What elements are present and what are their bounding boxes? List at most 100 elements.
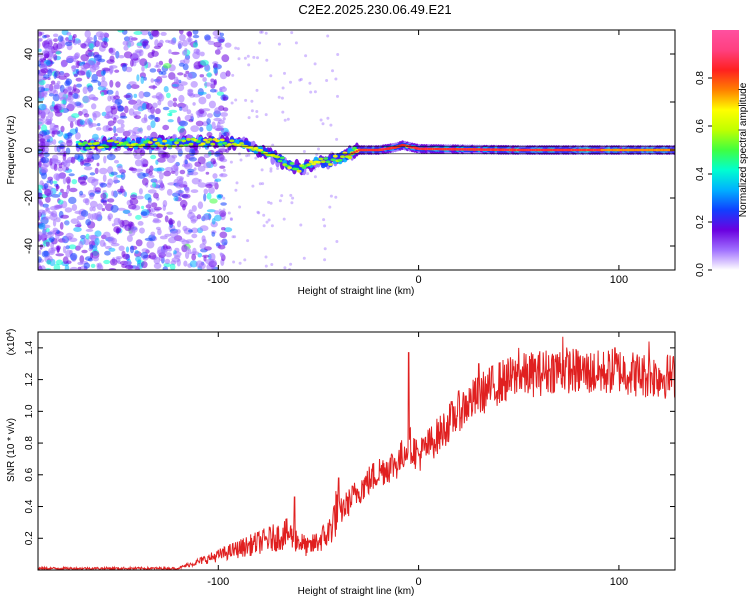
spectrogram-noise-cell (156, 213, 163, 219)
spectrogram-noise-cell (99, 80, 108, 88)
spectrogram-noise-cell (45, 241, 51, 247)
spectrogram-ridge-cell (169, 138, 175, 142)
spectrogram-peak-cell (485, 148, 488, 151)
spectrogram-noise-cell (298, 78, 302, 82)
spectrogram-noise-cell (199, 243, 206, 250)
spectrogram-noise-cell (255, 115, 259, 119)
spectrogram-noise-cell (148, 114, 156, 120)
spectrogram-noise-cell (313, 175, 317, 179)
spectrogram-noise-cell (65, 41, 73, 47)
spectrogram-peak-cell (605, 149, 608, 151)
snr-line (38, 336, 675, 570)
spectrogram-noise-cell (123, 94, 131, 99)
spectrogram-noise-cell (68, 187, 78, 193)
spectrogram-noise-cell (237, 57, 241, 61)
spectrogram-ridge-cell (152, 138, 158, 142)
spectrogram-noise-cell (38, 138, 46, 142)
spectrogram-peak-cell (552, 149, 555, 151)
spectrogram-noise-cell (149, 165, 154, 172)
spectrogram-noise-cell (216, 194, 222, 200)
spectrogram-noise-cell (69, 252, 78, 261)
spectrogram-noise-cell (174, 168, 179, 176)
spectrogram-noise-cell (190, 227, 199, 234)
spectrogram-peak-cell (612, 149, 616, 151)
spectrogram-noise-cell (113, 176, 118, 185)
spectrogram-peak-cell (386, 147, 390, 150)
spectrogram-noise-cell (212, 173, 218, 179)
spectrogram-ridge-cell (337, 158, 343, 162)
spectrogram-noise-cell (179, 199, 188, 208)
spectrogram-noise-cell (157, 147, 165, 153)
snr-y-tick-label: 0.4 (24, 499, 35, 513)
spectrogram-noise-cell (40, 156, 50, 164)
spectrogram-noise-cell (70, 156, 76, 164)
spectrogram-noise-cell (315, 153, 319, 156)
spectrogram-noise-cell (103, 231, 111, 239)
spectrogram-noise-cell (203, 82, 212, 87)
spectrogram-noise-cell (235, 181, 239, 185)
spectrogram-noise-cell (286, 117, 290, 121)
spectrogram-noise-cell (71, 35, 76, 44)
spectrogram-noise-cell (40, 68, 49, 74)
spectrogram-peak-cell (617, 149, 620, 151)
spectrogram-peak-cell (425, 147, 428, 150)
spectrogram-noise-cell (155, 108, 161, 115)
spectrogram-noise-cell (207, 40, 215, 45)
spectrogram-noise-cell (269, 201, 273, 205)
spectrogram-noise-cell (103, 155, 107, 164)
spectrogram-peak-cell (548, 149, 551, 151)
spectrogram-noise-cell (221, 127, 225, 133)
spectrogram-noise-cell (147, 189, 157, 194)
spectrogram-noise-cell (80, 54, 89, 62)
spectrogram-noise-cell (38, 160, 42, 168)
spectrogram-noise-cell (289, 193, 293, 197)
spectrogram-noise-cell (66, 96, 72, 101)
spectrogram-noise-cell (95, 41, 104, 47)
spectrogram-noise-cell (153, 167, 162, 172)
spectrogram-noise-cell (222, 196, 226, 200)
spectrogram-noise-cell (319, 118, 323, 122)
spectrogram-noise-cell (192, 30, 199, 35)
spectrogram-noise-cell (83, 162, 92, 167)
spectrogram-noise-cell (100, 92, 105, 97)
spectrogram-noise-cell (336, 53, 340, 56)
spectrogram-noise-cell (88, 234, 97, 240)
spectrogram-noise-cell (195, 120, 204, 127)
spectrogram-noise-cell (329, 123, 333, 127)
spectrogram-noise-cell (190, 125, 200, 133)
spectrogram-noise-cell (152, 182, 157, 188)
spectrogram-noise-cell (116, 127, 125, 134)
spectrogram-noise-cell (141, 41, 149, 47)
spectrogram-peak-cell (555, 149, 558, 151)
spectrogram-peak-cell (435, 148, 438, 150)
spectrogram-noise-cell (38, 223, 46, 230)
spectrogram-noise-cell (38, 133, 44, 139)
spectrogram-peak-cell (598, 149, 601, 151)
spectrogram-peak-cell (543, 149, 546, 151)
spectrogram-noise-cell (136, 74, 140, 82)
spectrogram-noise-cell (294, 41, 298, 45)
spectrogram-y-tick-label: 40 (23, 48, 35, 60)
spectrogram-noise-cell (175, 78, 180, 86)
spectrogram-noise-cell (313, 90, 317, 94)
spectrogram-noise-cell (169, 231, 179, 238)
snr-y-tick-label: 0.2 (24, 531, 35, 545)
spectrogram-noise-cell (213, 41, 222, 48)
spectrogram-noise-cell (106, 153, 116, 161)
spectrogram-ridge-cell (179, 144, 184, 148)
spectrogram-peak-cell (461, 148, 464, 151)
spectrogram-noise-cell (147, 174, 155, 178)
spectrogram-noise-cell (256, 56, 259, 60)
spectrogram-ridge-cell (181, 139, 187, 143)
spectrogram-noise-cell (158, 172, 164, 180)
spectrogram-noise-cell (70, 218, 80, 225)
spectrogram-noise-cell (107, 120, 115, 126)
spectrogram-noise-cell (148, 212, 155, 216)
spectrogram-noise-cell (70, 266, 78, 270)
spectrogram-noise-cell (126, 83, 132, 90)
spectrogram-noise-cell (51, 130, 61, 135)
spectrogram-noise-cell (52, 139, 57, 145)
spectrogram-peak-cell (497, 148, 500, 151)
spectrogram-noise-cell (264, 264, 268, 268)
spectrogram-noise-cell (195, 260, 204, 269)
